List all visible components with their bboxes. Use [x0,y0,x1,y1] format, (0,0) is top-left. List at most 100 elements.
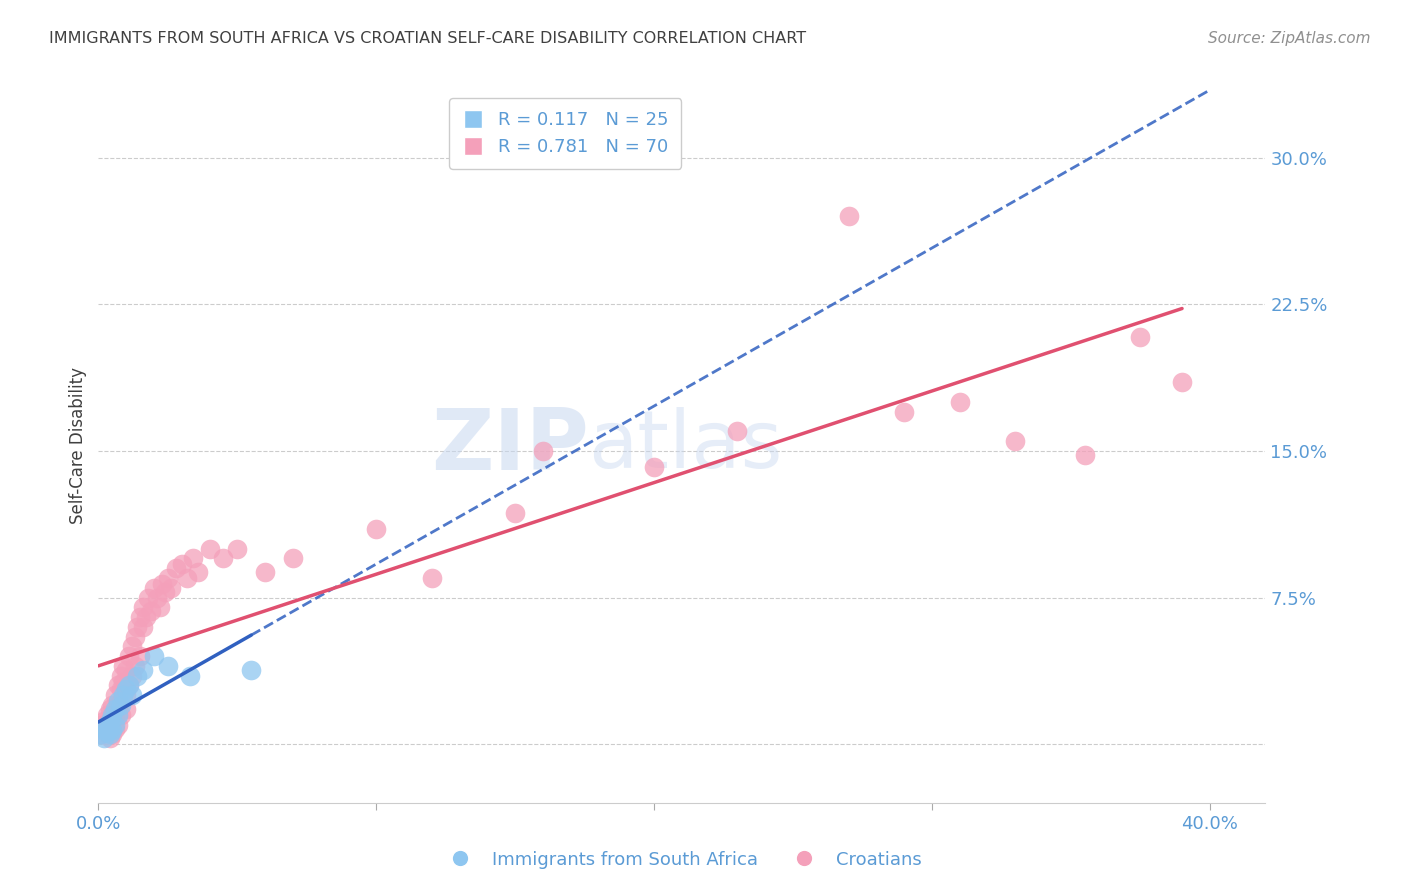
Point [96,717,118,731]
Point [127,669,149,683]
Point [107,678,129,692]
Point [115,702,138,716]
Point [159,581,181,595]
Point [93,723,115,738]
Point [132,620,155,634]
Text: IMMIGRANTS FROM SOUTH AFRICA VS CROATIAN SELF-CARE DISABILITY CORRELATION CHART: IMMIGRANTS FROM SOUTH AFRICA VS CROATIAN… [49,31,806,46]
Point [112,659,135,673]
Point [1129,330,1152,344]
Point [165,561,187,575]
Point [101,698,124,712]
Point [143,581,166,595]
Point [179,669,201,683]
Point [93,731,115,746]
Point [107,694,129,708]
Point [254,565,277,579]
Point [98,722,121,736]
Point [143,649,166,664]
Point [121,640,143,654]
Point [107,717,129,731]
Point [146,591,169,605]
Point [101,707,124,722]
Point [96,725,118,739]
Point [366,522,388,536]
Point [156,659,179,673]
Point [112,688,135,702]
Y-axis label: Self-Care Disability: Self-Care Disability [69,368,87,524]
Point [150,577,173,591]
Point [240,663,263,677]
Point [893,405,915,419]
Point [170,558,193,572]
Point [104,707,127,722]
Point [1171,376,1194,390]
Point [98,727,121,741]
Point [98,731,121,746]
Point [135,610,157,624]
Point [132,663,155,677]
Point [124,659,146,673]
Point [531,443,554,458]
Point [110,669,132,683]
Point [101,727,124,741]
Point [181,551,204,566]
Point [104,688,127,702]
Point [121,669,143,683]
Point [727,425,749,439]
Point [115,682,138,697]
Point [104,702,127,716]
Point [121,688,143,702]
Point [90,727,112,741]
Point [838,209,860,223]
Point [98,722,121,736]
Point [153,584,176,599]
Point [138,591,160,605]
Point [110,707,132,722]
Point [107,698,129,712]
Point [115,663,138,677]
Point [127,620,149,634]
Point [98,714,121,728]
Point [115,688,138,702]
Point [148,600,170,615]
Point [98,702,121,716]
Point [110,682,132,697]
Point [281,551,304,566]
Point [212,551,235,566]
Point [90,717,112,731]
Point [198,541,221,556]
Point [1004,434,1026,449]
Point [118,678,141,692]
Point [118,649,141,664]
Point [101,714,124,728]
Point [118,678,141,692]
Point [1074,448,1097,462]
Point [156,571,179,585]
Point [104,722,127,736]
Point [176,571,198,585]
Text: Source: ZipAtlas.com: Source: ZipAtlas.com [1208,31,1371,46]
Legend: Immigrants from South Africa, Croatians: Immigrants from South Africa, Croatians [434,844,929,876]
Point [112,674,135,689]
Point [643,459,665,474]
Point [949,395,972,409]
Point [96,717,118,731]
Point [503,507,526,521]
Point [96,707,118,722]
Point [93,714,115,728]
Point [141,604,163,618]
Point [101,723,124,738]
Point [420,571,443,585]
Point [129,610,152,624]
Point [124,630,146,644]
Point [110,698,132,712]
Point [226,541,249,556]
Point [107,707,129,722]
Text: ZIP: ZIP [430,404,589,488]
Text: atlas: atlas [589,407,783,485]
Point [90,727,112,741]
Point [104,717,127,731]
Point [132,600,155,615]
Point [187,565,209,579]
Point [129,649,152,664]
